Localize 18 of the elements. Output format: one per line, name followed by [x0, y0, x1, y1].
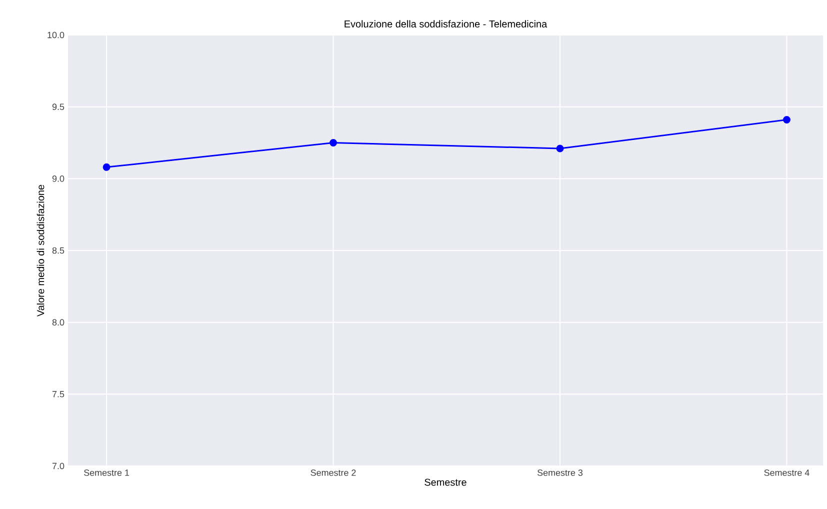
- y-axis-title: Valore medio di soddisfazione: [36, 184, 44, 317]
- point: [556, 144, 564, 152]
- y-tick-label: 7.5: [52, 391, 64, 398]
- point: [102, 163, 110, 171]
- x-tick-label: Semestre 4: [764, 470, 810, 476]
- point: [330, 139, 338, 146]
- x-tick-label: Semestre 3: [537, 470, 583, 476]
- y-tick-label: 9.0: [52, 175, 64, 182]
- y-tick-label: 8.0: [52, 319, 64, 326]
- x-tick-label: Semestre 2: [310, 470, 356, 476]
- x-tick-label: Semestre 1: [84, 470, 130, 476]
- y-tick-label: 8.5: [52, 247, 64, 254]
- point: [782, 116, 790, 124]
- y-tick-label: 10.0: [48, 32, 64, 38]
- x-axis-title: Semestre: [424, 478, 466, 486]
- chart-title: Evoluzione della soddisfazione - Telemedicina: [344, 20, 548, 28]
- y-tick-label: 7.0: [52, 462, 64, 470]
- y-tick-label: 9.5: [52, 104, 64, 110]
